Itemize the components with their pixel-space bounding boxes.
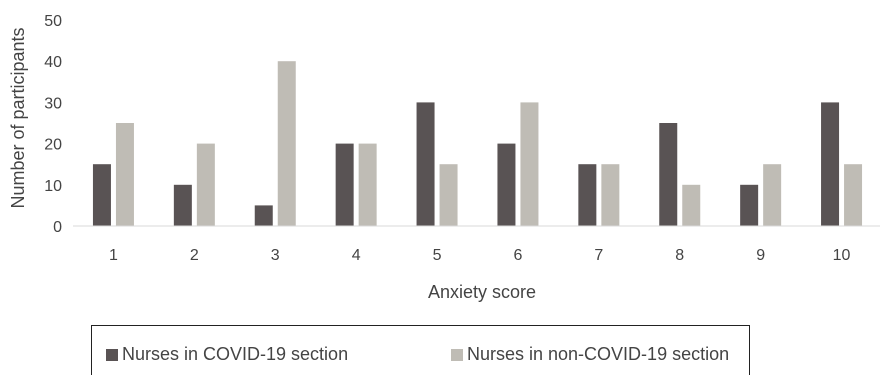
- y-tick-label: 40: [44, 54, 62, 71]
- bar-non-covid: [358, 143, 377, 226]
- y-tick-label: 20: [44, 137, 62, 154]
- x-tick-label: 7: [594, 247, 603, 264]
- bar-non-covid: [196, 143, 215, 226]
- x-tick-label: 10: [833, 247, 851, 264]
- y-tick-label: 10: [44, 178, 62, 195]
- legend: Nurses in COVID-19 section Nurses in non…: [91, 325, 750, 375]
- legend-label-covid: Nurses in COVID-19 section: [122, 344, 349, 364]
- legend-swatch-non-covid: [451, 348, 463, 361]
- x-tick-label: 3: [271, 247, 280, 264]
- bar-non-covid: [115, 123, 134, 226]
- x-tick-label: 4: [352, 247, 361, 264]
- y-tick-label: 50: [44, 13, 62, 30]
- bar-non-covid: [277, 61, 296, 227]
- bar-non-covid: [682, 184, 701, 226]
- y-axis-ticks: 0 10 20 30 40 50: [44, 13, 62, 236]
- legend-item-covid: Nurses in COVID-19 section: [106, 344, 348, 365]
- bar-covid: [578, 164, 597, 226]
- bar-covid: [335, 143, 354, 226]
- legend-swatch-covid: [106, 348, 118, 361]
- bar-covid: [497, 143, 516, 226]
- x-axis-ticks: 1 2 3 4 5 6 7 8 9 10: [109, 247, 851, 264]
- x-tick-label: 5: [433, 247, 442, 264]
- bar-chart: 0 10 20 30 40 50 1 2 3 4 5 6 7 8 9 10 Anxiety score Nu…: [8, 13, 880, 302]
- y-tick-label: 0: [53, 219, 62, 236]
- y-axis-label: Number of participants: [8, 27, 28, 208]
- bar-non-covid: [844, 164, 863, 226]
- bar-non-covid: [763, 164, 782, 226]
- bar-covid: [254, 205, 273, 226]
- bar-covid: [416, 102, 435, 226]
- x-axis-label: Anxiety score: [428, 282, 536, 302]
- x-tick-label: 6: [513, 247, 522, 264]
- bar-non-covid: [439, 164, 458, 226]
- x-tick-label: 2: [190, 247, 199, 264]
- bar-covid: [740, 184, 759, 226]
- y-tick-label: 30: [44, 95, 62, 112]
- x-tick-label: 9: [756, 247, 765, 264]
- bar-covid: [821, 102, 840, 226]
- legend-label-non-covid: Nurses in non-COVID-19 section: [467, 344, 730, 364]
- bar-covid: [659, 123, 678, 226]
- legend-item-non-covid: Nurses in non-COVID-19 section: [451, 344, 729, 365]
- x-tick-label: 1: [109, 247, 118, 264]
- x-tick-label: 8: [675, 247, 684, 264]
- bars: [92, 61, 863, 227]
- bar-non-covid: [520, 102, 539, 226]
- bar-covid: [173, 184, 192, 226]
- bar-non-covid: [601, 164, 620, 226]
- bar-covid: [92, 164, 111, 226]
